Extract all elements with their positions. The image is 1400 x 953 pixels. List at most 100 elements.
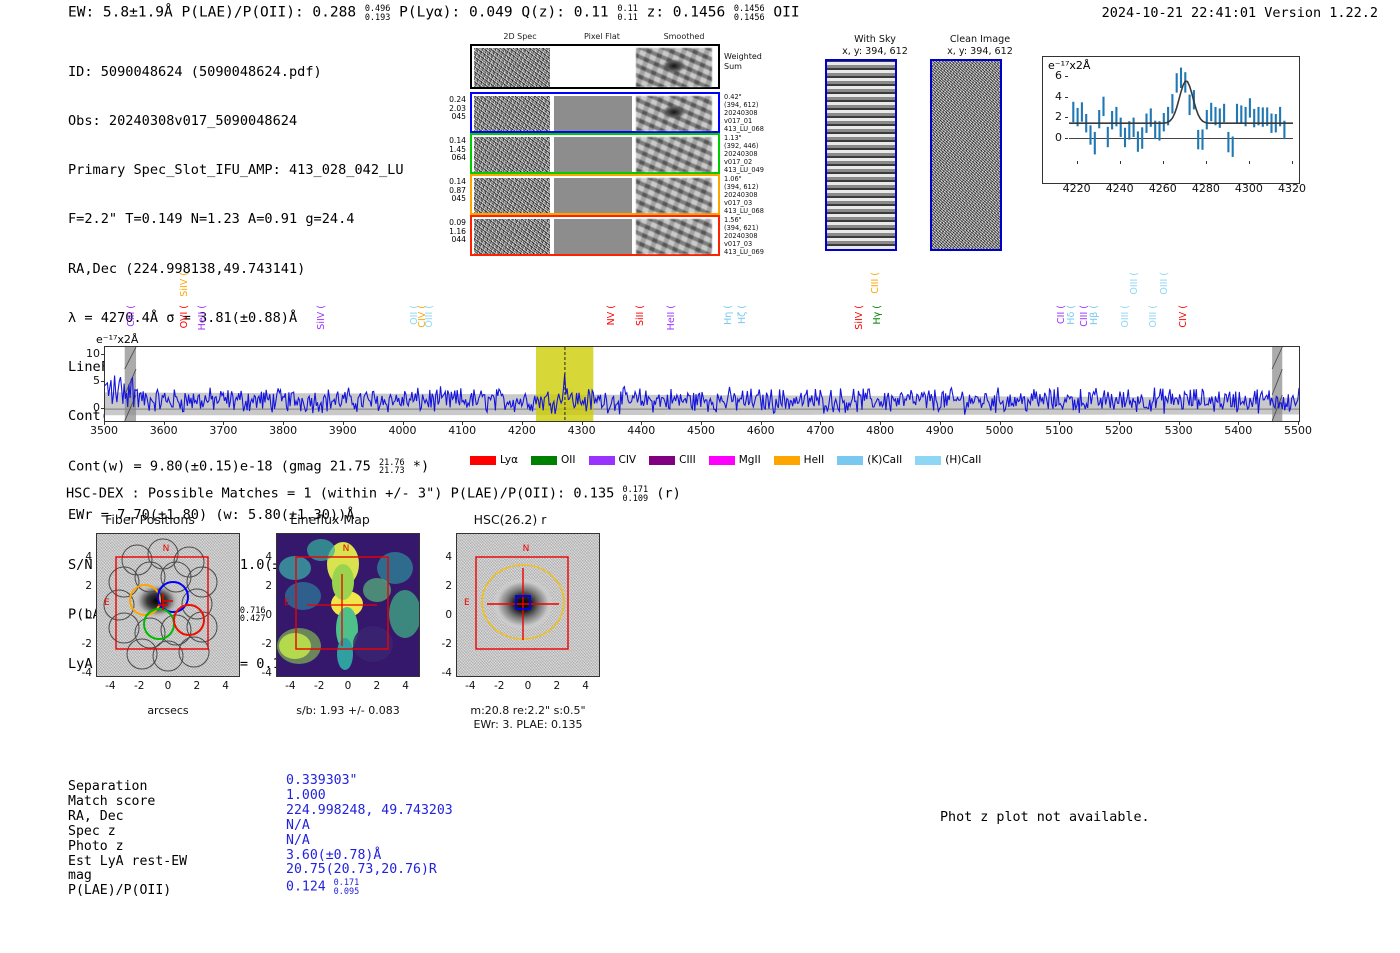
lineflux-map-svg: N E [277,534,419,676]
weighted-sum-line2: Sum [724,61,742,71]
header-summary-mid2: z: 0.1456 [637,4,734,21]
fiber-positions-image: N E [96,533,240,677]
line-marker-ovi: OVI ( [178,305,190,329]
line-marker-heii: HeII ( [197,305,209,331]
spectrum-ytick-mark [101,381,104,383]
zoom-xtick: 4300 [1234,182,1263,195]
spectrum-xtick-mark [163,421,165,425]
zoom-xtick-mark [1119,161,1121,164]
spectrum-xtick: 4300 [567,424,596,437]
fiber-row-metrics: 0.14 0.87 045 [430,177,467,204]
zoom-ytick-mark [1065,117,1068,119]
zoom-ytick: 2 [1055,110,1062,124]
match-table-label: RA, Dec [68,808,124,824]
fiber-meta-3: v017_03 [724,199,753,207]
hsc-dex-post: (r) [648,485,681,502]
legend-item: MgII [708,454,761,466]
full-spectrum-plot: e⁻¹⁷x2Å 0 5 10 3500 3600 3700 3800 3900 4000 410… [86,333,1312,437]
panel-xtick: -2 [313,680,325,692]
header-summary-line: EW: 5.8±1.9Å P(LAE)/P(OII): 0.288 0.496 0… [68,4,800,23]
legend-label: CIV [618,454,637,466]
spectrum-xtick-mark [521,421,523,425]
fiber-positions-xlabel: arcsecs [147,704,189,717]
legend-swatch [915,455,942,465]
panel-xtick: -4 [105,680,116,692]
weighted-sum-smoothed-image [636,48,712,87]
match-table-label: Est LyA rest-EW [68,853,188,869]
hsc-dex-pre: HSC-DEX : Possible Matches = 1 (within +… [66,485,623,502]
legend-item: (H)CaII [915,454,981,466]
legend-label: Lyα [500,454,519,466]
fiber-metric-1: 2.03 [449,103,466,113]
zoom-plot-flux-annotation: e⁻¹⁷x2Å [1048,59,1091,72]
zoom-ytick-mark [1065,76,1068,78]
line-marker-oiii: OIII ( [1129,272,1141,295]
spectrum-ytick-mark [101,408,104,410]
spectrum-xtick-mark [701,421,702,425]
panel-xtick: 0 [344,680,352,692]
legend-item: HeII [773,454,824,466]
fiber-row-smoothed-image [636,137,712,172]
match-table-value: 0.124 0.171 0.095 [286,878,360,897]
lineflux-map-caption: s/b: 1.93 +/- 0.083 [296,704,400,717]
line-marker-oiii: OIII ( [1158,272,1170,295]
legend-swatch [708,455,735,465]
with-sky-image [825,59,897,251]
spectrum-xtick: 4200 [507,424,536,437]
legend-label: (H)CaII [945,454,982,466]
spectrum-xtick: 5400 [1224,424,1253,437]
gmag-hi: 21.76 [379,457,405,468]
zoom-xtick: 4220 [1062,182,1091,195]
fiber-row-meta: 1.56" (394, 621) 20240308 v017_03 413_LU_069 [724,216,784,256]
col-header-2dspec: 2D Spec [503,32,537,41]
zoom-xtick: 4280 [1191,182,1220,195]
spectrum-xtick: 3700 [209,424,238,437]
spectrum-xtick: 3500 [90,424,118,437]
plae-fraction-1: 0.496 0.193 [365,5,391,22]
spectrum-xtick: 5500 [1284,424,1312,437]
legend-swatch [470,455,496,465]
svg-text:E: E [284,598,290,608]
line-marker-hβ: Hβ ( [1088,305,1100,325]
z-lo: 0.1456 [733,12,765,23]
clean-image-title-text: Clean Image [949,34,1011,45]
info-plae-lo: 0.427 [239,614,266,625]
weighted-sum-row [470,44,720,89]
spectrum-xtick: 4600 [746,424,775,437]
panel-ytick: 0 [265,609,272,621]
spectrum-ytick-mark [101,354,104,356]
info-radec: RA,Dec (224.998138,49.743141) [68,260,306,277]
match-table-value: 3.60(±0.78)Å [286,847,382,863]
clean-image-subtitle: x, y: 394, 612 [947,45,1013,57]
panel-ytick: 0 [445,609,452,621]
fiber-meta-2: 20240308 [724,232,758,240]
spectrum-xtick-mark [104,421,105,425]
panel-xtick: 2 [373,680,381,692]
two-d-spectra-panel: 2D Spec Pixel Flat Smoothed Weighted Sum… [449,32,764,256]
fiber-metric-2: 045 [451,194,467,204]
match-table-value: 224.998248, 49.743203 [286,802,453,818]
spectrum-xtick-mark [1178,421,1180,425]
panel-ytick: 0 [85,609,92,621]
spectrum-ytick: 0 [93,401,100,415]
line-marker-siiv: SiIV ( [853,305,865,330]
qz-hi: 0.11 [617,4,638,14]
match-table-value: 20.75(20.73,20.76)R [286,862,437,878]
panel-ytick: -4 [261,666,272,679]
header-summary-pre: EW: 5.8±1.9Å P(LAE)/P(OII): 0.288 [68,4,365,21]
spectrum-xtick: 5300 [1164,424,1193,437]
hsc-r-caption-2: EWr: 3. PLAE: 0.135 [473,718,583,731]
fiber-row-smoothed-image [636,178,712,213]
line-marker-siii: SiII ( [635,305,647,326]
legend-swatch [588,455,615,465]
zoom-xtick-mark [1292,161,1293,164]
panel-xtick: 2 [193,680,201,692]
fiber-positions-svg: N E [103,538,218,672]
legend-swatch [773,455,800,465]
spectrum-ytick: 10 [86,347,100,361]
panel-ytick: -2 [441,637,452,650]
fiber-row [470,174,720,215]
panel-xtick: -2 [133,680,145,692]
line-marker-oiii: OIII ( [423,305,435,328]
fiber-row-metrics: 0.09 1.16 044 [430,218,466,245]
